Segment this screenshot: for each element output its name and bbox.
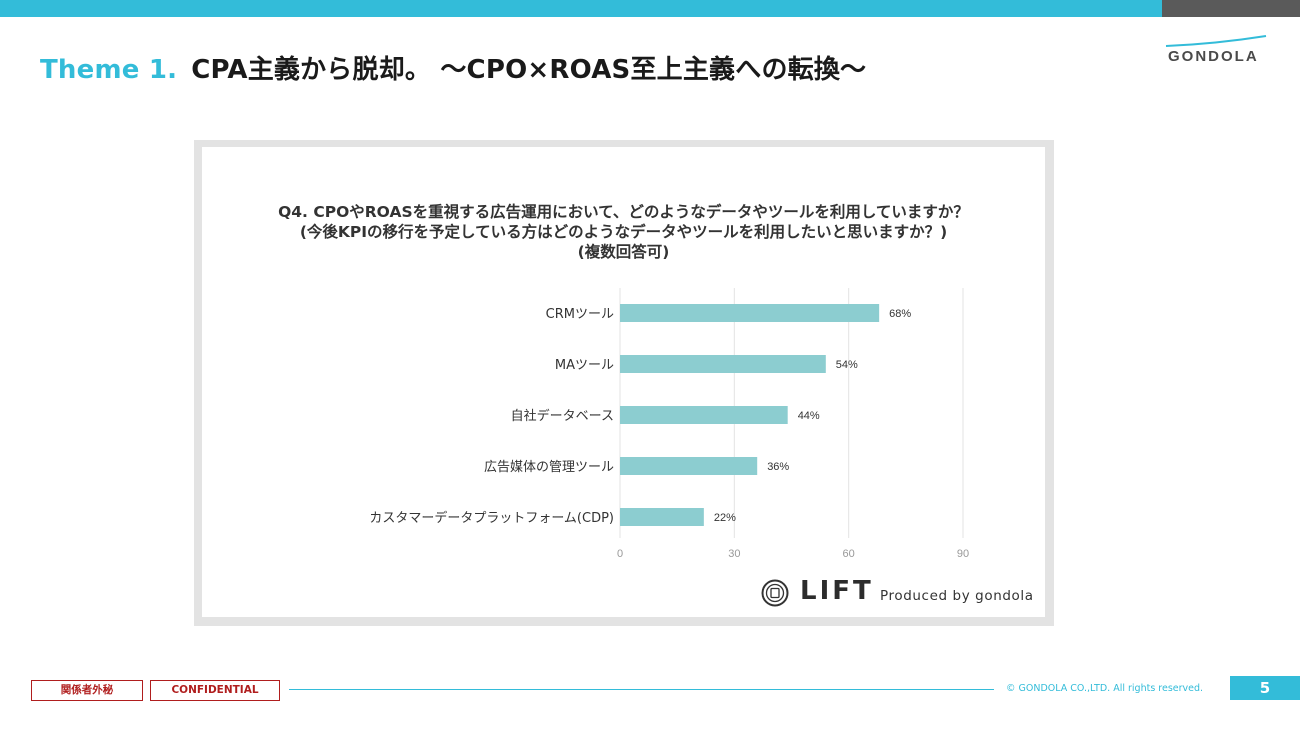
page-number: 5: [1230, 676, 1300, 700]
slide-title: Theme 1. CPA主義から脱却。 〜CPO×ROAS至上主義への転換〜: [40, 49, 866, 86]
bar: [620, 508, 704, 526]
top-accent-bar: [0, 0, 1300, 17]
question-line-3: (複数回答可): [577, 243, 670, 261]
bar: [620, 355, 826, 373]
question-line-1: Q4. CPOやROASを重視する広告運用において、どのようなデータやツールを利…: [278, 203, 969, 221]
x-tick-label: 0: [617, 548, 623, 560]
footer-divider: [289, 689, 994, 690]
data-label: 36%: [767, 461, 789, 473]
category-label: MAツール: [555, 358, 614, 373]
survey-question: Q4. CPOやROASを重視する広告運用において、どのようなデータやツールを利…: [202, 202, 1045, 262]
x-tick-label: 90: [957, 548, 969, 560]
data-label: 54%: [836, 359, 858, 371]
produced-by-text: Produced by gondola: [880, 588, 1034, 604]
data-label: 22%: [714, 512, 736, 524]
x-tick-label: 30: [728, 548, 740, 560]
chart-panel: [202, 147, 1045, 617]
theme-label: Theme 1.: [40, 55, 178, 85]
bar-chart: 0 30 60 90 CRMツール 68% MAツール 54% 自社データベース 44% 広告媒体の…: [369, 288, 969, 560]
confidential-label-en: CONFIDENTIAL: [150, 680, 280, 701]
logo-text: GONDOLA: [1168, 48, 1259, 65]
lift-badge-icon: [761, 579, 789, 607]
confidential-label-jp: 関係者外秘: [31, 680, 143, 701]
bar: [620, 304, 880, 322]
top-accent-bar-dark: [1162, 0, 1300, 17]
category-label: CRMツール: [546, 307, 614, 322]
data-label: 68%: [889, 308, 911, 320]
category-label: 自社データベース: [511, 408, 614, 424]
gondola-logo: GONDOLA: [1165, 35, 1267, 65]
category-label: カスタマーデータプラットフォーム(CDP): [369, 510, 614, 526]
bar: [620, 457, 758, 475]
question-line-2: (今後KPIの移行を予定している方はどのようなデータやツールを利用したいと思いま…: [299, 223, 948, 241]
x-tick-label: 60: [843, 548, 855, 560]
data-label: 44%: [798, 410, 820, 422]
category-label: 広告媒体の管理ツール: [484, 460, 614, 475]
title-text: CPA主義から脱却。 〜CPO×ROAS至上主義への転換〜: [191, 55, 867, 85]
copyright-text: © GONDOLA CO.,LTD. All rights reserved.: [1006, 683, 1204, 694]
lift-wordmark: LIFT: [800, 576, 874, 606]
bar: [620, 406, 788, 424]
